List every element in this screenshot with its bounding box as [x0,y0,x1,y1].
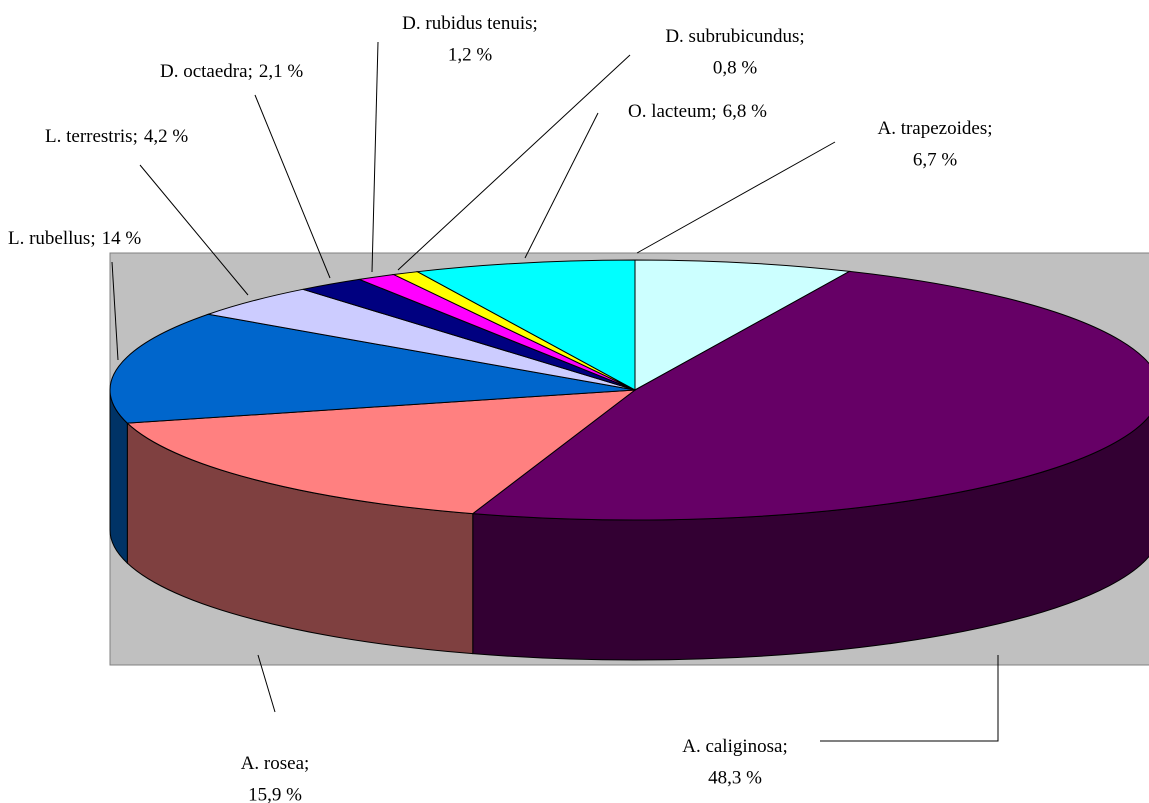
label-name: L. rubellus [8,228,90,249]
label-separator: ; [304,753,309,774]
leader-line [257,654,276,713]
data-label-value: 48,3 % [708,767,762,788]
label-value: 6,8 % [723,101,768,122]
label-separator: ; [799,26,804,47]
data-label: L. terrestris; 4,2 % [45,126,188,147]
leader-line [371,41,379,273]
label-separator: ; [133,126,138,147]
data-label: L. rubellus; 14 % [8,228,141,249]
pie-slice [126,389,637,515]
data-label-value: 0,8 % [713,57,758,78]
data-label-value: 6,7 % [913,149,958,170]
label-separator: ; [533,13,538,34]
pie-slice [634,259,852,391]
leader-line [254,94,331,279]
leader-line [111,261,119,361]
label-separator: ; [987,118,992,139]
leader-line [397,54,631,271]
label-value: 2,1 % [259,61,304,82]
data-label: A. rosea; [241,753,310,774]
label-name: A. caliginosa [682,736,783,757]
label-name: D. rubidus tenuis [402,13,532,34]
data-label: A. trapezoides; [877,118,992,139]
label-separator: ; [711,101,716,122]
leader-line [820,655,999,742]
label-name: A. trapezoides [877,118,987,139]
data-label-value: 1,2 % [448,44,493,65]
label-name: O. lacteum [628,101,712,122]
data-label: O. lacteum; 6,8 % [628,101,767,122]
label-name: A. rosea [241,753,305,774]
leader-line [524,112,599,259]
data-label-value: 15,9 % [248,784,302,803]
label-separator: ; [248,61,253,82]
label-separator: ; [782,736,787,757]
label-separator: ; [90,228,95,249]
data-label: A. caliginosa; [682,736,788,757]
data-label: D. octaedra; 2,1 % [160,61,303,82]
data-label: D. subrubicundus; [665,26,804,47]
pie-slice [471,270,1149,521]
label-name: D. subrubicundus [665,26,799,47]
label-name: L. terrestris [45,126,133,147]
leader-line [636,141,836,254]
data-label: D. rubidus tenuis; [402,13,538,34]
pie-slice [415,259,636,391]
pie-slice [109,313,636,424]
label-name: D. octaedra [160,61,248,82]
label-value: 4,2 % [144,126,189,147]
leader-line [139,164,249,296]
label-value: 14 % [102,228,142,249]
